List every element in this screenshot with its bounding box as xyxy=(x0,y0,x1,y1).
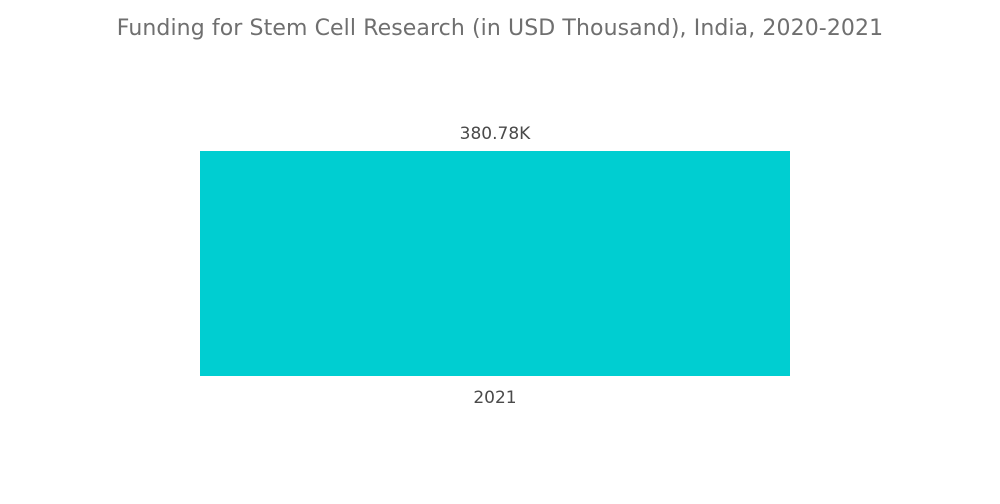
data-label-2021: 380.78K xyxy=(460,124,531,144)
plot-area: 380.78K 2021 xyxy=(200,124,790,408)
bar-2021 xyxy=(200,151,790,376)
chart-title: Funding for Stem Cell Research (in USD T… xyxy=(116,16,884,41)
x-tick-label-2021: 2021 xyxy=(473,388,516,408)
